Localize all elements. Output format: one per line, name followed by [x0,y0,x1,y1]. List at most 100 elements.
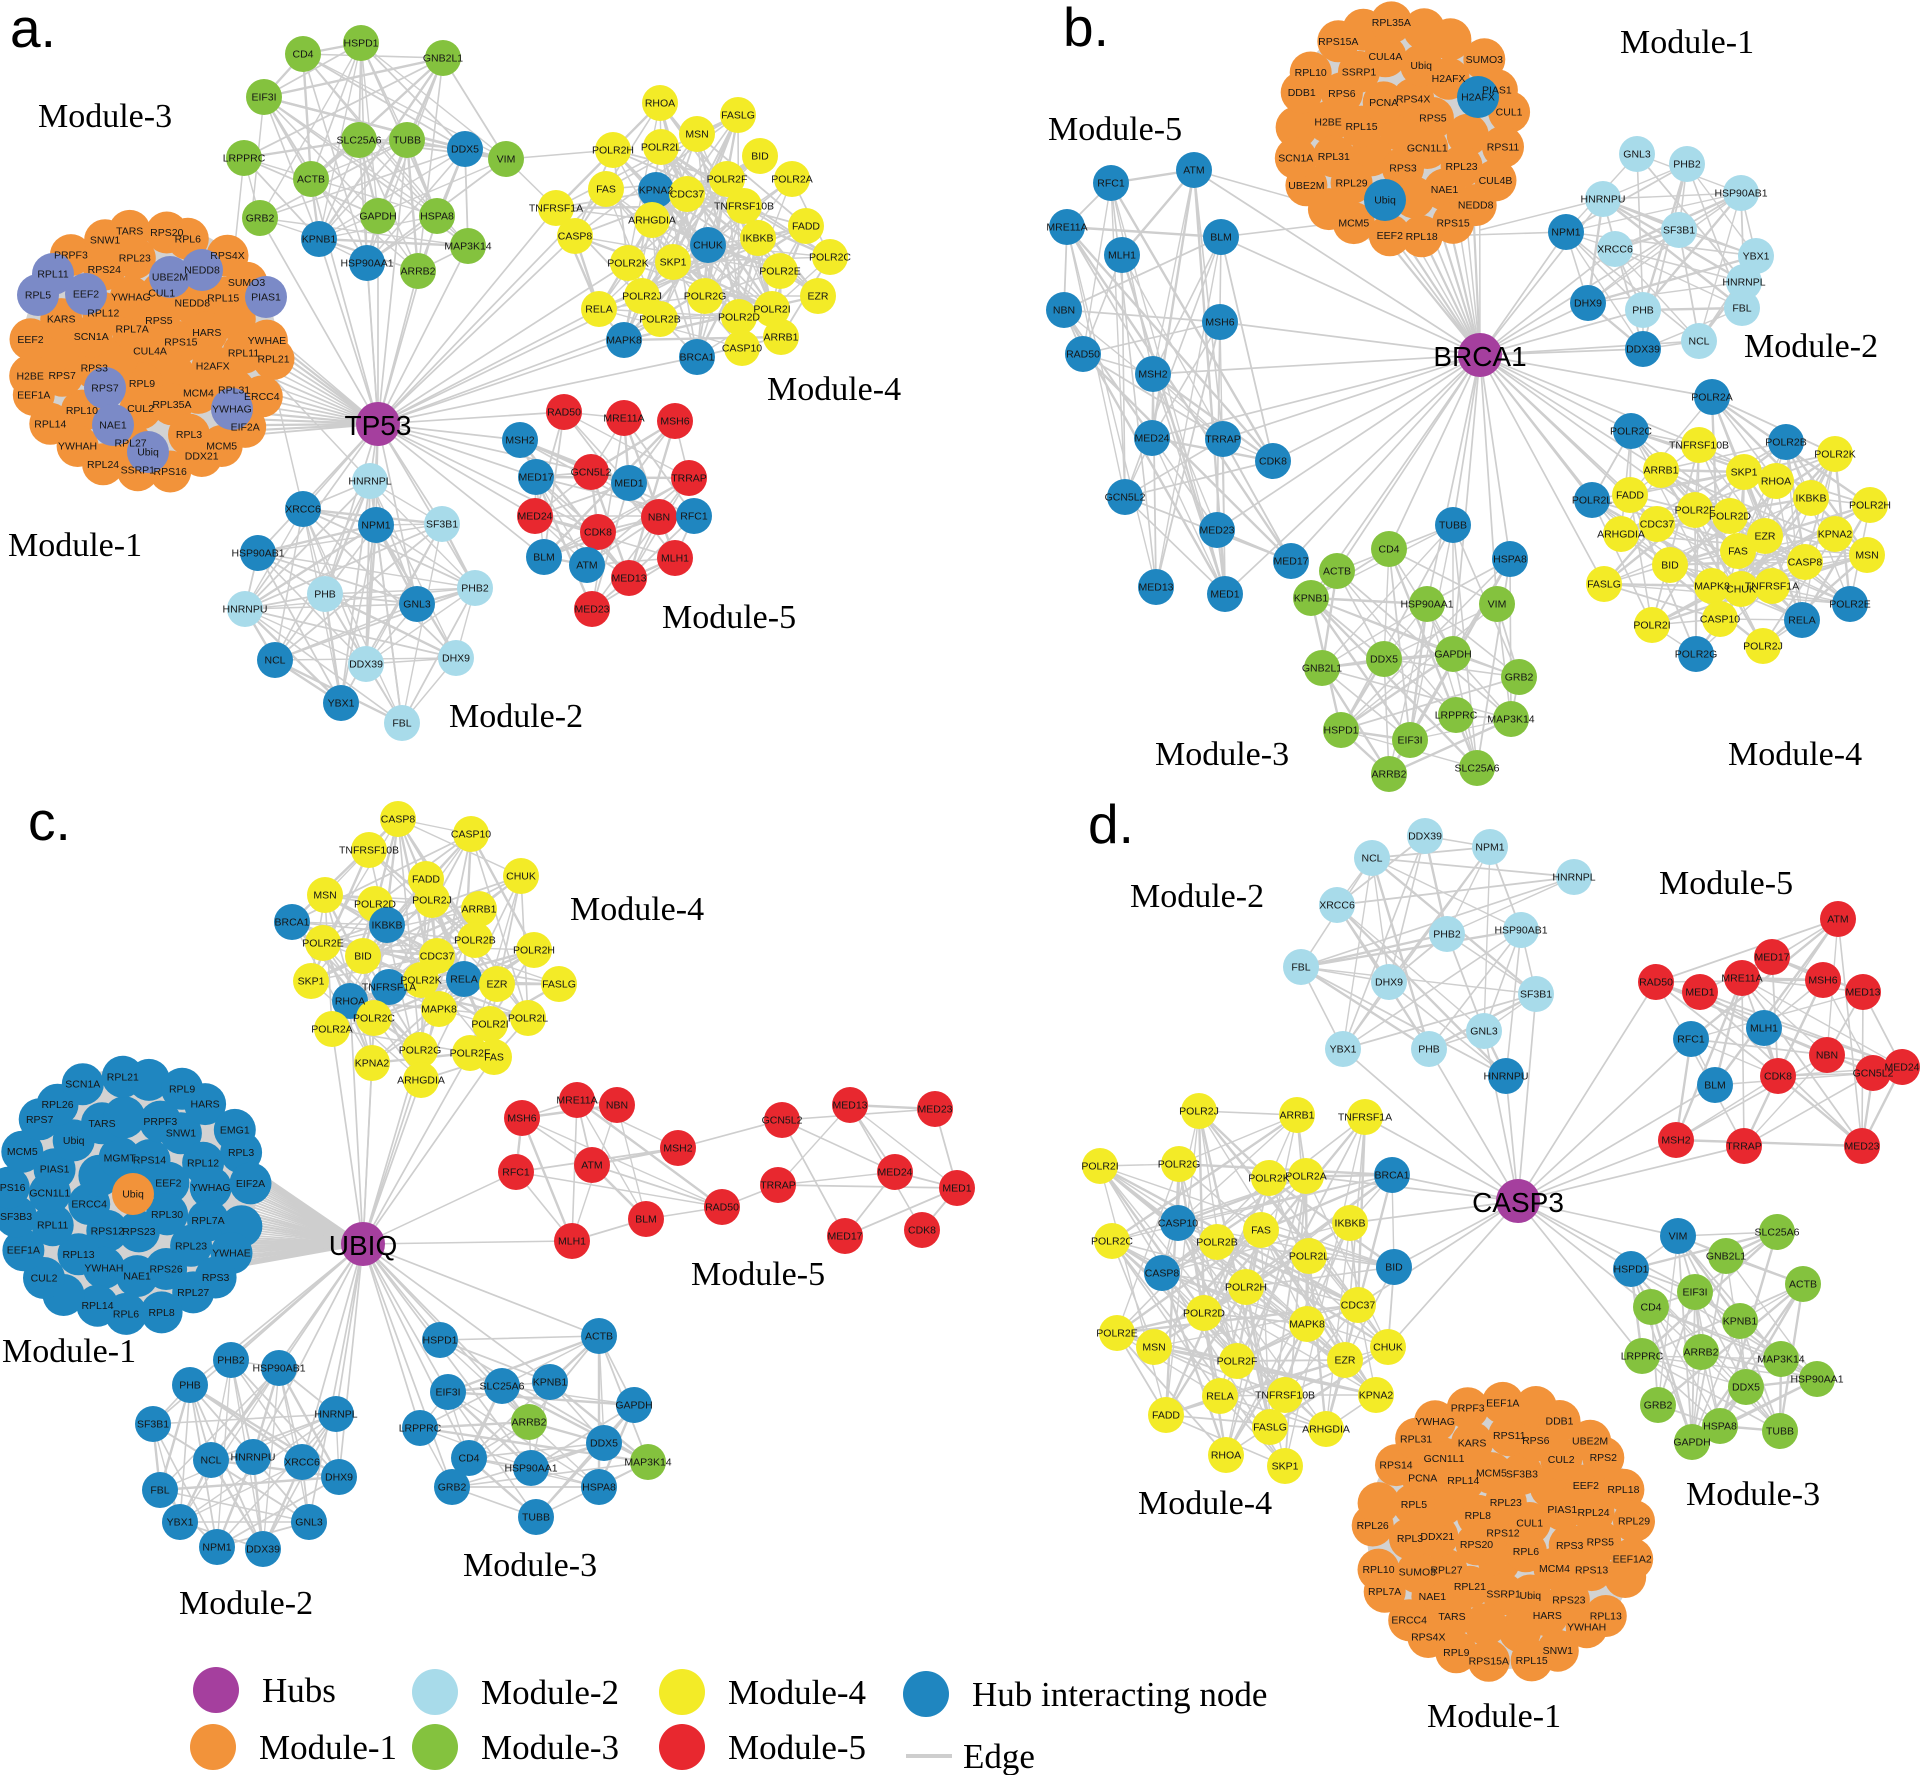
svg-text:Module-5: Module-5 [1659,865,1793,902]
svg-text:CD4: CD4 [292,49,313,61]
svg-text:POLR2C: POLR2C [809,252,851,264]
svg-text:BLM: BLM [635,1214,657,1226]
svg-text:MSH2: MSH2 [1661,1135,1690,1147]
svg-text:TRRAP: TRRAP [760,1180,796,1192]
svg-text:CDC37: CDC37 [420,951,455,963]
svg-text:GRB2: GRB2 [1644,1400,1673,1412]
svg-text:RPL12: RPL12 [187,1157,219,1169]
svg-text:GNB2L1: GNB2L1 [423,53,463,65]
svg-text:ARHGDIA: ARHGDIA [1302,1424,1350,1436]
svg-text:RPS12: RPS12 [1486,1528,1519,1540]
svg-text:POLR2D: POLR2D [718,312,760,324]
svg-text:FAS: FAS [1251,1225,1271,1237]
svg-text:RHOA: RHOA [1211,1450,1241,1462]
svg-text:CUL4A: CUL4A [1368,51,1402,63]
svg-text:DDX5: DDX5 [1370,654,1398,666]
svg-text:Ubiq: Ubiq [1519,1590,1541,1602]
svg-text:LRPPRC: LRPPRC [223,153,266,165]
svg-text:TRRAP: TRRAP [1205,434,1241,446]
svg-text:TUBB: TUBB [393,135,421,147]
svg-text:POLR2L: POLR2L [508,1013,548,1025]
svg-text:Module-5: Module-5 [691,1256,825,1293]
svg-text:RPL9: RPL9 [129,378,155,390]
svg-text:NEDD8: NEDD8 [175,298,211,310]
svg-text:RELA: RELA [1206,1391,1233,1403]
svg-text:RPL8: RPL8 [1465,1510,1491,1522]
svg-text:ARHGDIA: ARHGDIA [628,215,676,227]
svg-text:EEF2: EEF2 [155,1177,181,1189]
svg-text:RPS11: RPS11 [1493,1430,1526,1442]
svg-text:MCM5: MCM5 [206,441,237,453]
svg-text:DDX21: DDX21 [185,451,219,463]
svg-text:VIM: VIM [1488,599,1507,611]
svg-text:MED23: MED23 [917,1104,952,1116]
svg-text:POLR2G: POLR2G [399,1045,442,1057]
svg-text:YWHAH: YWHAH [58,441,97,453]
svg-text:FADD: FADD [1152,1410,1180,1422]
svg-text:NPM1: NPM1 [1475,842,1504,854]
svg-text:KPNB1: KPNB1 [1294,593,1329,605]
svg-text:POLR2I: POLR2I [753,304,790,316]
svg-text:PHB2: PHB2 [1433,929,1461,941]
svg-text:HARS: HARS [191,1099,220,1111]
svg-text:HSP90AA1: HSP90AA1 [1400,599,1453,611]
svg-text:FAS: FAS [1728,546,1748,558]
svg-text:IKBKB: IKBKB [1796,493,1827,505]
svg-text:MAPK8: MAPK8 [1694,581,1730,593]
svg-text:MLH1: MLH1 [1108,250,1136,262]
svg-text:Module-4: Module-4 [728,1673,866,1712]
svg-text:MED24: MED24 [1884,1062,1919,1074]
svg-text:EIF3I: EIF3I [1682,1287,1707,1299]
svg-text:XRCC6: XRCC6 [285,504,321,516]
svg-text:UBE2M: UBE2M [1288,180,1324,192]
svg-text:UBE2M: UBE2M [1572,1435,1608,1447]
svg-text:SUMO3: SUMO3 [1399,1567,1437,1579]
svg-text:DDX39: DDX39 [1408,831,1442,843]
svg-text:RPS3: RPS3 [1389,163,1417,175]
svg-text:RPL11: RPL11 [37,1220,68,1232]
svg-text:HSPA8: HSPA8 [420,211,454,223]
svg-text:POLR2G: POLR2G [1158,1159,1201,1171]
svg-text:RPL23: RPL23 [119,253,151,265]
svg-text:RAD50: RAD50 [705,1202,739,1214]
svg-text:RPS20: RPS20 [150,227,183,239]
svg-text:ERCC4: ERCC4 [244,391,280,403]
svg-text:RPL23: RPL23 [1446,161,1478,173]
svg-text:RPS4X: RPS4X [210,250,244,262]
svg-text:SNW1: SNW1 [1543,1645,1573,1657]
svg-text:RPS23: RPS23 [1552,1594,1585,1606]
svg-text:YWHAE: YWHAE [212,1248,251,1260]
svg-text:EEF1A: EEF1A [7,1245,40,1257]
svg-text:POLR2K: POLR2K [607,258,648,270]
svg-text:RPS15A: RPS15A [1469,1655,1509,1667]
svg-text:TUBB: TUBB [1766,1426,1794,1438]
svg-text:FASLG: FASLG [542,979,576,991]
svg-text:b.: b. [1063,0,1109,58]
svg-text:TNFRSF1A: TNFRSF1A [1745,581,1799,593]
svg-text:Ubiq: Ubiq [1374,195,1396,207]
svg-text:CD4: CD4 [1640,1302,1661,1314]
svg-text:MED13: MED13 [611,573,646,585]
svg-text:CASP10: CASP10 [1158,1218,1198,1230]
svg-text:RPS15: RPS15 [164,337,197,349]
svg-text:BID: BID [354,951,372,963]
svg-text:DDX39: DDX39 [1626,344,1660,356]
svg-text:BID: BID [1385,1262,1403,1274]
svg-text:ARRB1: ARRB1 [763,332,798,344]
svg-text:MED24: MED24 [877,1167,912,1179]
svg-text:ERCC4: ERCC4 [71,1199,107,1211]
svg-text:GRB2: GRB2 [438,1482,467,1494]
svg-text:Module-4: Module-4 [1138,1485,1272,1522]
svg-text:LRPPRC: LRPPRC [1435,710,1478,722]
svg-text:POLR2K: POLR2K [1248,1173,1289,1185]
svg-text:HSP90AB1: HSP90AB1 [1494,925,1547,937]
svg-text:RPL29: RPL29 [1618,1516,1650,1528]
svg-text:TUBB: TUBB [1439,520,1467,532]
svg-text:POLR2L: POLR2L [641,142,681,154]
svg-text:NPM1: NPM1 [1551,227,1580,239]
svg-text:SF3B3: SF3B3 [0,1211,32,1223]
svg-text:RPS20: RPS20 [1460,1539,1493,1551]
svg-text:SF3B1: SF3B1 [1520,989,1552,1001]
svg-text:POLR2F: POLR2F [450,1048,491,1060]
svg-text:CDK8: CDK8 [1764,1071,1792,1083]
